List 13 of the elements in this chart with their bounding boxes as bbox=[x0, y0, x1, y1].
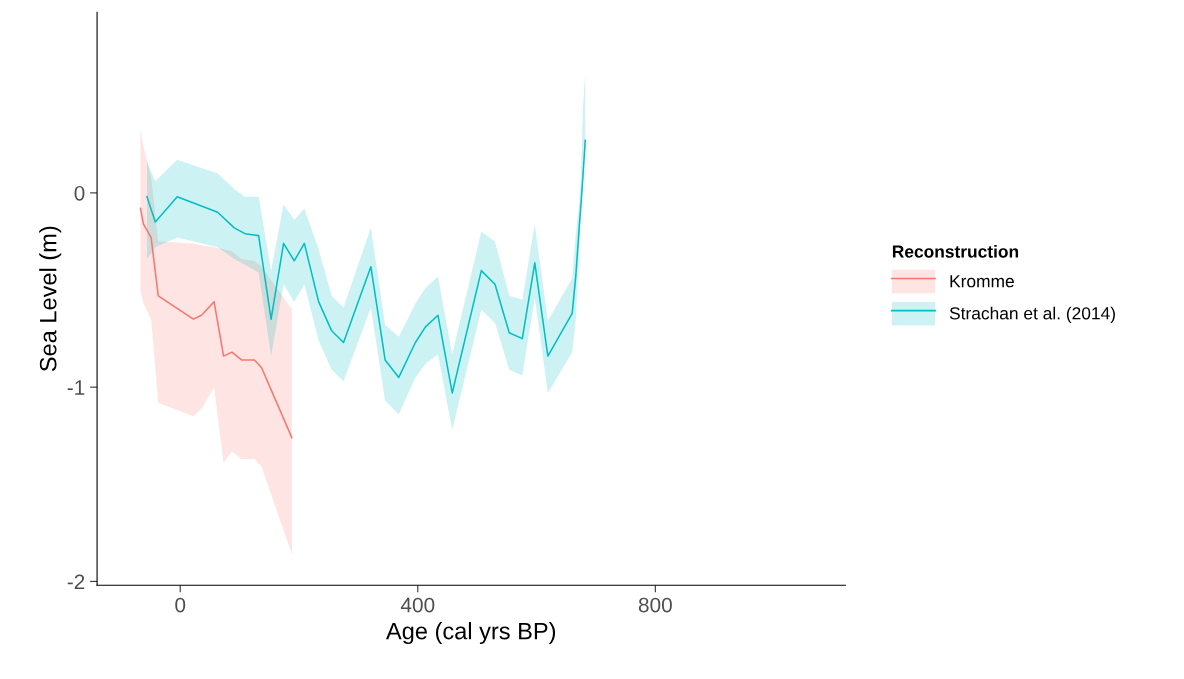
legend-label: Kromme bbox=[950, 275, 1014, 288]
legend-label: Strachan et al. (2014) bbox=[949, 306, 1115, 323]
x-axis-title: Age (cal yrs BP) bbox=[386, 622, 556, 645]
x-tick-label: 400 bbox=[400, 597, 435, 613]
y-tick-label: -2 bbox=[67, 574, 85, 589]
y-axis-title: Sea Level (m) bbox=[39, 226, 62, 372]
y-tick-label: 0 bbox=[74, 185, 85, 201]
line-series bbox=[146, 139, 587, 394]
line-series bbox=[139, 207, 293, 439]
x-tick-label: 800 bbox=[638, 597, 672, 613]
y-tick-label: -1 bbox=[67, 380, 85, 395]
x-tick-label: 0 bbox=[175, 597, 186, 613]
legend-title: Reconstruction bbox=[892, 244, 1019, 258]
